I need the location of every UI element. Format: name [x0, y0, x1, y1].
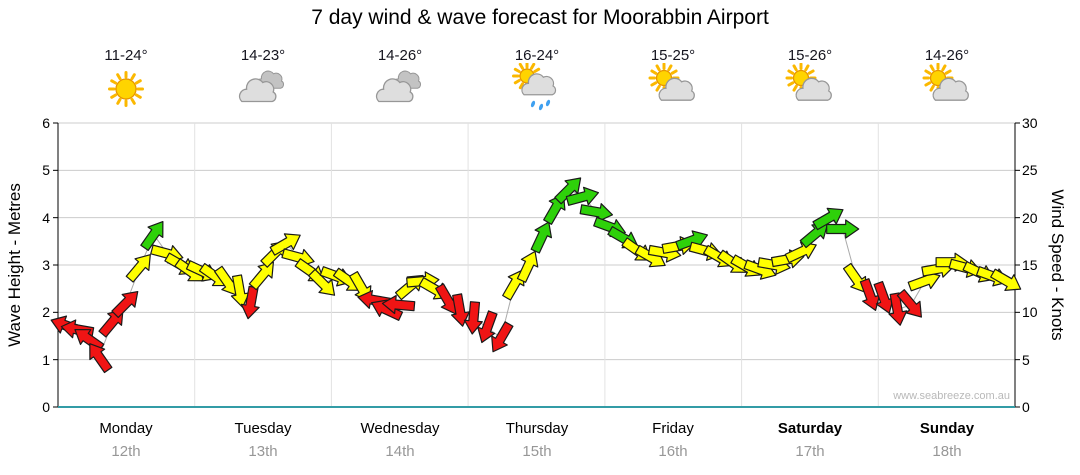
day-name: Monday	[99, 420, 153, 437]
day-name: Thursday	[505, 420, 569, 437]
wind-arrow	[554, 177, 582, 205]
day-date: 17th	[795, 443, 825, 460]
sunny-icon	[108, 71, 144, 107]
day-date: 12th	[111, 443, 141, 460]
cloudy-icon	[238, 70, 285, 103]
day-date: 13th	[248, 443, 278, 460]
wind-arrow	[248, 261, 274, 291]
wind-arrow	[842, 262, 867, 293]
day-date: 18th	[932, 443, 962, 460]
watermark: www.seabreeze.com.au	[893, 390, 1010, 402]
day-temp: 11-24°	[104, 47, 148, 64]
wind-speed-tick-label: 15	[1022, 257, 1038, 273]
cloudy-icon	[375, 70, 422, 103]
wind-speed-tick-label: 10	[1022, 304, 1038, 321]
wave-height-tick-label: 5	[42, 162, 50, 179]
wind-arrow	[140, 220, 164, 251]
wind-arrow	[89, 343, 113, 374]
day-temp: 14-23°	[240, 47, 286, 64]
day-temp: 15-25°	[650, 47, 696, 64]
partly-cloudy-icon	[785, 63, 832, 101]
wind-arrow	[111, 290, 139, 318]
wind-arrow	[990, 268, 1022, 291]
wind-arrow	[450, 293, 470, 327]
wind-speed-tick-label: 25	[1022, 162, 1038, 179]
wave-height-tick-label: 2	[42, 304, 50, 321]
day-temp: 15-26°	[787, 47, 833, 64]
wind-arrow	[381, 294, 416, 315]
wind-arrow	[799, 222, 829, 249]
day-temp: 14-26°	[377, 47, 423, 64]
wind-arrow	[530, 221, 553, 254]
day-name: Saturday	[777, 420, 843, 437]
wind-speed-tick-label: 20	[1022, 209, 1038, 226]
axes	[53, 122, 1020, 408]
day-name: Tuesday	[234, 420, 292, 437]
day-name: Friday	[652, 420, 694, 437]
sun-showers-icon	[512, 63, 557, 111]
wind-speed-tick-label: 0	[1022, 399, 1030, 415]
wind-arrow	[491, 321, 514, 353]
wave-height-tick-label: 1	[42, 351, 50, 368]
wind-arrow	[125, 254, 151, 283]
page-title: 7 day wind & wave forecast for Moorabbin…	[311, 6, 769, 29]
wind-arrow	[896, 289, 922, 318]
wave-height-tick-label: 0	[42, 399, 50, 415]
partly-cloudy-icon	[648, 63, 695, 101]
wind-arrow	[565, 186, 600, 206]
day-temp: 16-24°	[514, 47, 560, 64]
wind-arrow	[826, 219, 860, 239]
day-date: 16th	[658, 443, 688, 460]
wave-height-tick-label: 6	[42, 115, 50, 131]
day-date: 15th	[522, 443, 552, 460]
day-temp: 14-26°	[924, 47, 970, 64]
wind-arrow	[516, 250, 539, 283]
day-name: Wednesday	[360, 420, 440, 437]
wind-speed-tick-label: 5	[1022, 351, 1030, 368]
partly-cloudy-icon	[922, 63, 969, 101]
wind-arrow	[812, 207, 844, 231]
day-date: 14th	[385, 443, 415, 460]
wave-height-tick-label: 4	[42, 209, 50, 226]
wave-height-tick-label: 3	[42, 257, 50, 273]
wind-arrow	[463, 301, 483, 335]
day-name: Sunday	[919, 420, 975, 437]
wind-arrow	[308, 268, 336, 296]
wind-arrow	[477, 310, 498, 344]
wind-arrow	[269, 233, 301, 256]
wind-speed-tick-label: 30	[1022, 115, 1038, 131]
wind-arrow	[784, 241, 817, 264]
wind-arrow	[888, 292, 908, 326]
